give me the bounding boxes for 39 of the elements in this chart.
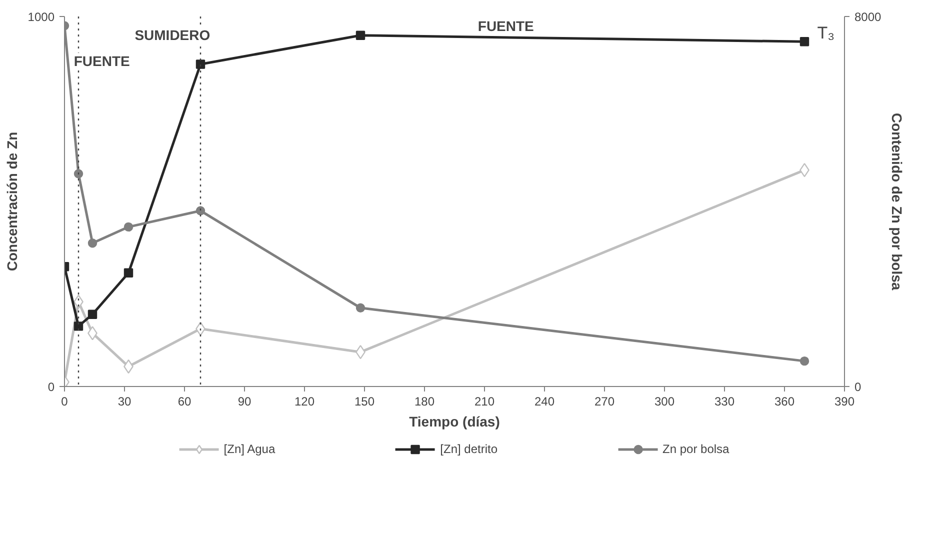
x-tick-label: 390: [834, 394, 855, 408]
point: [124, 222, 134, 232]
annotation: SUMIDERO: [134, 27, 210, 43]
x-tick-label: 180: [414, 394, 435, 408]
point: [196, 206, 206, 216]
x-tick-label: 210: [474, 394, 495, 408]
point: [88, 238, 98, 248]
point: [800, 356, 810, 366]
point: [800, 37, 810, 46]
point: [74, 322, 84, 331]
x-tick-label: 120: [294, 394, 315, 408]
legend-label: [Zn] Agua: [224, 442, 276, 456]
x-tick-label: 240: [534, 394, 555, 408]
x-tick-label: 360: [774, 394, 795, 408]
point: [124, 268, 134, 278]
y2-axis-title: Contenido de Zn por bolsa: [889, 112, 906, 290]
legend-label: Zn por bolsa: [662, 442, 730, 456]
x-tick-label: 270: [594, 394, 615, 408]
x-tick-label: 330: [714, 394, 735, 408]
point: [88, 310, 98, 319]
x-axis-title: Tiempo (días): [409, 414, 500, 430]
x-tick-label: 60: [178, 394, 192, 408]
x-tick-label: 30: [118, 394, 132, 408]
y2-tick-label: 0: [854, 380, 862, 394]
x-tick-label: 300: [654, 394, 675, 408]
x-tick-label: 0: [61, 394, 68, 408]
annotation: FUENTE: [478, 18, 534, 34]
legend-label: [Zn] detrito: [440, 442, 498, 456]
point: [196, 60, 206, 69]
point: [356, 30, 366, 40]
y-tick-label: 1000: [28, 10, 55, 24]
point: [356, 303, 366, 312]
point: [74, 169, 84, 178]
annotation: T₃: [817, 24, 835, 43]
y2-tick-label: 8000: [854, 10, 882, 24]
x-tick-label: 90: [238, 394, 252, 408]
annotation: FUENTE: [74, 52, 130, 69]
y-axis-title: Concentración de Zn: [4, 132, 20, 272]
x-tick-label: 150: [354, 394, 375, 408]
